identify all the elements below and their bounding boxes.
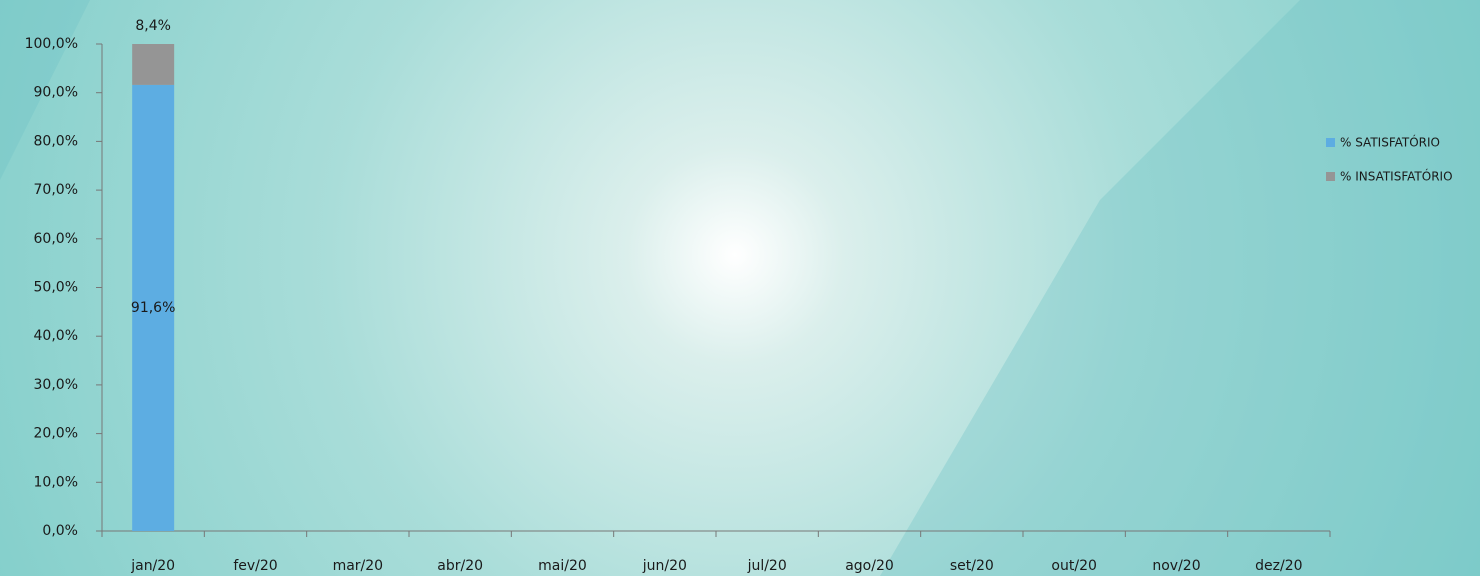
x-tick-label: jan/20 <box>130 558 175 574</box>
x-tick-label: mar/20 <box>333 558 384 574</box>
y-tick-label: 60,0% <box>34 231 78 247</box>
y-tick-label: 100,0% <box>25 36 78 52</box>
legend-swatch <box>1326 172 1335 181</box>
data-label: 8,4% <box>135 18 171 34</box>
y-tick-label: 90,0% <box>34 85 78 101</box>
legend-label: % SATISFATÓRIO <box>1340 135 1440 150</box>
x-tick-label: abr/20 <box>437 558 483 574</box>
legend-swatch <box>1326 138 1335 147</box>
x-tick-label: out/20 <box>1051 558 1096 574</box>
x-tick-label: ago/20 <box>845 558 894 574</box>
x-tick-label: set/20 <box>950 558 994 574</box>
x-tick-label: nov/20 <box>1152 558 1200 574</box>
x-tick-label: jun/20 <box>642 558 687 574</box>
y-tick-label: 40,0% <box>34 328 78 344</box>
y-tick-label: 0,0% <box>42 523 78 539</box>
page: 0,0% 10,0% 20,0% 30,0% 40,0% 50,0% 60,0% 70,0% 8… <box>0 0 1480 576</box>
bar-segment <box>132 44 174 85</box>
y-tick-label: 20,0% <box>34 426 78 442</box>
data-label: 91,6% <box>131 300 175 316</box>
x-tick-label: dez/20 <box>1255 558 1302 574</box>
y-tick-label: 30,0% <box>34 377 78 393</box>
x-tick-label: jul/20 <box>747 558 787 574</box>
y-tick-label: 80,0% <box>34 133 78 149</box>
y-tick-label: 10,0% <box>34 474 78 490</box>
y-tick-label: 70,0% <box>34 182 78 198</box>
x-tick-label: mai/20 <box>538 558 587 574</box>
chart: 0,0% 10,0% 20,0% 30,0% 40,0% 50,0% 60,0% 70,0% 8… <box>0 0 1480 576</box>
legend-label: % INSATISFATÓRIO <box>1340 169 1453 184</box>
y-tick-label: 50,0% <box>34 280 78 296</box>
x-tick-label: fev/20 <box>233 558 277 574</box>
